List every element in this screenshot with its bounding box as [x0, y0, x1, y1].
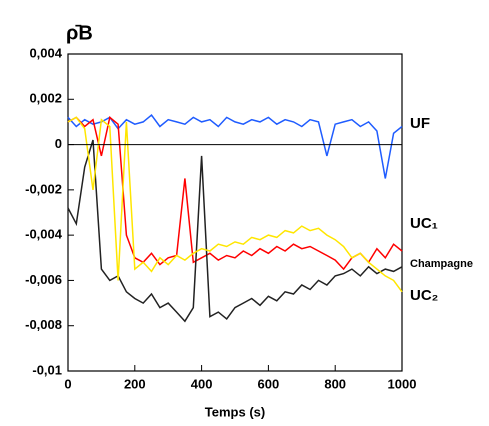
- series-line: [67, 139, 403, 323]
- x-axis-label: Temps (s): [205, 404, 265, 419]
- series-line: [67, 116, 403, 271]
- y-tick-label: -0,004: [25, 227, 63, 242]
- y-tick-label: 0: [55, 136, 62, 151]
- y-tick-label: -0,008: [25, 317, 62, 332]
- legend-label: UF: [410, 115, 430, 132]
- y-tick-label: -0,006: [25, 272, 62, 287]
- legend-label: Champagne: [410, 258, 473, 270]
- series-line: [67, 114, 403, 179]
- y-tick-label: -0,002: [25, 181, 62, 196]
- y-tick-label: 0,004: [29, 45, 62, 60]
- x-tick-label: 800: [324, 376, 346, 391]
- y-tick-label: -0,01: [32, 362, 62, 377]
- x-tick-label: 400: [191, 376, 213, 391]
- x-tick-label: 1000: [388, 376, 417, 391]
- series-line: [67, 116, 403, 293]
- plot-frame: [67, 53, 403, 372]
- x-tick-label: 200: [124, 376, 146, 391]
- legend-label: UC₁: [410, 215, 438, 232]
- x-tick-label: 600: [258, 376, 280, 391]
- legend-label: UC₂: [410, 287, 438, 304]
- y-tick-label: 0,002: [29, 91, 62, 106]
- y-axis-label: ρ̄B: [66, 22, 93, 44]
- x-tick-label: 0: [64, 376, 71, 391]
